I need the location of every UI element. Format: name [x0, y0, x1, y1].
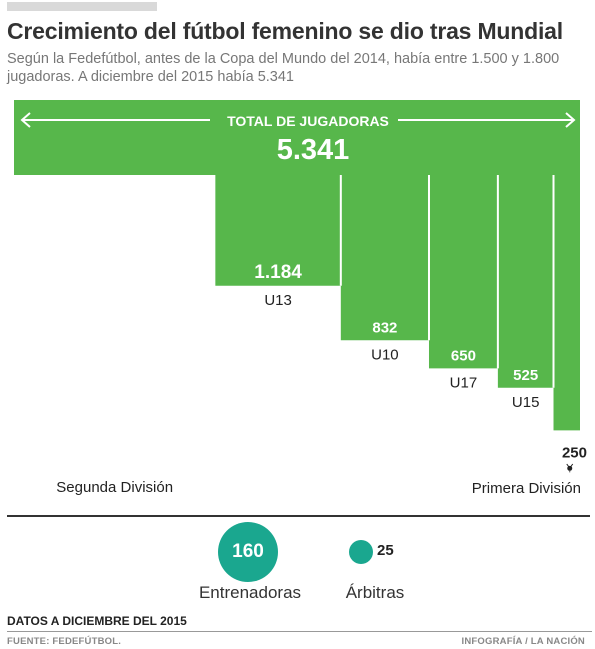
- coaches-label: Entrenadoras: [198, 583, 302, 602]
- data-date-note: DATOS A DICIEMBRE DEL 2015: [7, 613, 592, 632]
- bar-value-label: 525: [513, 367, 538, 384]
- category-label: Primera División: [472, 480, 581, 497]
- header-accent-bar: [7, 2, 157, 11]
- source-credit: FUENTE: FEDEFÚTBOL.: [7, 636, 122, 647]
- chart-title: Crecimiento del fútbol femenino se dio t…: [7, 18, 563, 44]
- total-bar: [14, 100, 580, 469]
- referees-circle: [349, 540, 373, 564]
- coaches-circle: 160: [218, 522, 278, 582]
- category-label: U10: [371, 346, 399, 363]
- category-label: U17: [450, 374, 478, 391]
- referees-label: Árbitras: [345, 583, 405, 602]
- divider: [7, 515, 590, 517]
- primera-division-pointer: [566, 463, 574, 473]
- bar-value-label: 250: [562, 444, 587, 461]
- category-label: U15: [512, 394, 540, 411]
- bar-value-label: 832: [372, 319, 397, 336]
- chart-subtitle: Según la Fedefútbol, antes de la Copa de…: [7, 51, 560, 85]
- graphic-credit: INFOGRAFÍA / LA NACIÓN: [461, 636, 585, 647]
- total-label: TOTAL DE JUGADORAS: [227, 113, 389, 129]
- total-arrow: [20, 112, 576, 128]
- chart-area: TOTAL DE JUGADORAS 5.341 1.900 1.184 832 65…: [14, 100, 587, 497]
- bar-separators: [339, 175, 555, 388]
- bar-value-label: 650: [451, 347, 476, 364]
- referees-value: 25: [377, 542, 394, 559]
- category-label: U13: [264, 292, 292, 309]
- category-label: Segunda División: [56, 479, 173, 496]
- coaches-value: 160: [232, 541, 264, 562]
- total-value: 5.341: [277, 134, 350, 166]
- bar-value-label: 1.900: [78, 431, 151, 463]
- bar-value-label: 1.184: [254, 262, 302, 283]
